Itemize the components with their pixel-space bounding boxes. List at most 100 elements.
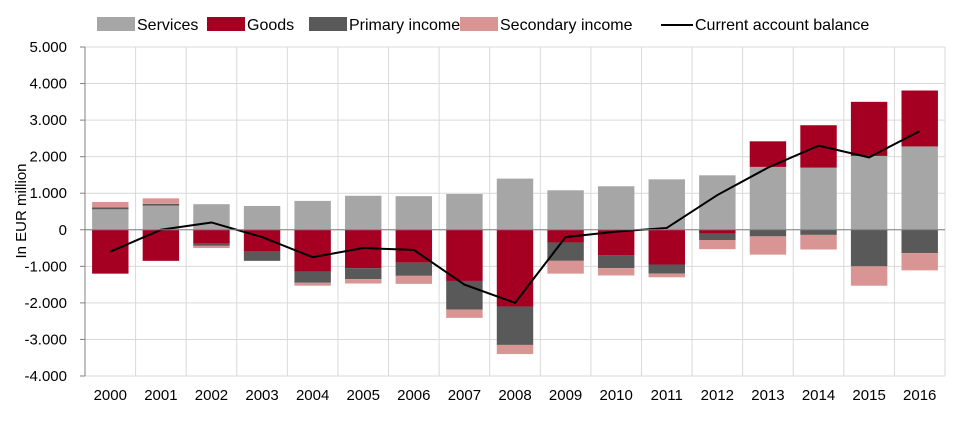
bar-secondary-income [496,344,534,355]
bar-services [243,206,281,230]
bar-primary-income [547,242,584,261]
bar-secondary-income [142,198,180,204]
y-tick-label: 3.000 [29,112,67,129]
bar-services [446,193,483,230]
bar-primary-income [395,262,433,276]
bar-services [496,178,534,230]
x-tick-label: 2004 [296,387,329,404]
x-tick-label: 2006 [397,387,430,404]
axes [80,46,945,377]
x-tick-label: 2012 [701,387,734,404]
bar-primary-income [345,268,382,280]
x-tick-label: 2011 [651,387,683,404]
x-tick-label: 2007 [448,387,481,404]
bar-primary-income [648,264,685,274]
bar-primary-income [446,280,483,310]
legend: Services Goods Primary income Secondary inc… [97,17,869,34]
legend-item: Goods [207,17,294,34]
bar-secondary-income [901,253,938,271]
bar-secondary-income [850,266,888,286]
bars [92,90,938,355]
bar-services [800,167,837,230]
bar-goods [648,229,685,265]
line-layer [109,130,921,305]
legend-swatch [97,17,135,31]
bar-primary-income [496,306,534,345]
x-tick-label: 2002 [195,387,228,404]
bar-primary-income [92,207,129,210]
bar-goods [193,229,230,244]
y-tick-label: 5.000 [29,39,67,56]
x-tick-label: 2005 [347,387,380,404]
bar-secondary-income [193,245,230,249]
bar-services [901,146,938,230]
bar-primary-income [901,229,938,254]
legend-label: Goods [247,17,294,34]
y-tick-label: 1.000 [29,185,67,202]
legend-item: Secondary income [460,17,633,34]
bar-secondary-income [597,268,635,276]
bar-secondary-income [345,279,382,284]
y-tick-label: 2.000 [29,149,67,166]
legend-item: Current account balance [661,17,869,34]
bar-secondary-income [648,273,685,278]
bar-primary-income [699,233,736,241]
x-tick-label: 2003 [245,387,278,404]
bar-goods [446,229,483,281]
bar-services [749,166,787,230]
y-tick-label: -2.000 [24,295,67,312]
x-tick-label: 2010 [599,387,632,404]
bar-primary-income [597,255,635,269]
x-tick-label: 2013 [751,387,784,404]
bar-goods [850,101,888,156]
bar-primary-income [800,229,837,235]
y-tick-label: -4.000 [24,368,67,385]
x-tick-label: 2000 [94,387,127,404]
legend-item: Primary income [309,17,460,34]
bar-services [345,195,382,230]
y-tick-label: 4.000 [29,76,67,93]
x-tick-label: 2001 [144,387,177,404]
bar-services [294,200,331,230]
bar-primary-income [749,229,787,237]
bar-services [142,205,180,230]
x-tick-label: 2014 [802,387,835,404]
bar-secondary-income [294,282,331,286]
bar-services [547,190,584,230]
legend-swatch [207,17,245,31]
bar-secondary-income [395,275,433,284]
bar-goods [699,229,736,234]
bar-primary-income [243,251,281,261]
tick-labels: -4.000 -3.000 -2.000 -1.000 0 1.000 2.000 3.000… [24,39,936,404]
legend-swatch [309,17,347,31]
bar-goods [496,229,534,307]
y-tick-label: -1.000 [24,258,67,275]
bar-services [648,179,685,230]
bar-secondary-income [547,260,584,274]
legend-label: Services [137,17,198,34]
legend-label: Secondary income [500,17,633,34]
x-tick-label: 2009 [549,387,582,404]
bar-services [395,196,433,230]
bar-primary-income [142,203,180,206]
legend-label: Current account balance [695,17,869,34]
bar-goods [294,229,331,272]
x-tick-label: 2008 [498,387,531,404]
bar-primary-income [193,243,230,246]
bar-services [597,186,635,230]
bar-secondary-income [749,236,787,255]
y-tick-label: -3.000 [24,331,67,348]
bar-secondary-income [92,201,129,208]
bar-secondary-income [699,240,736,250]
legend-swatch [460,17,498,31]
bar-secondary-income [446,309,483,318]
bar-secondary-income [800,234,837,250]
legend-label: Primary income [349,17,460,34]
y-tick-label: 0 [59,222,67,239]
x-tick-label: 2015 [852,387,885,404]
bar-services [850,155,888,230]
bar-primary-income [294,271,331,283]
x-tick-label: 2016 [903,387,936,404]
bar-goods [597,229,635,256]
